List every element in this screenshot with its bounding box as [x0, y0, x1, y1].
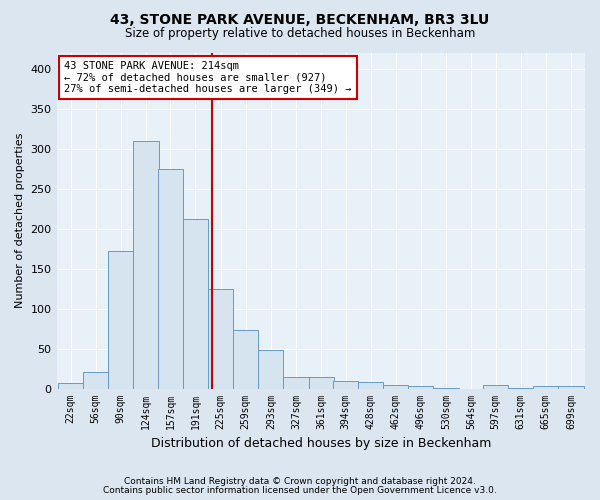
Bar — [283, 376, 308, 388]
Bar — [208, 288, 233, 388]
Bar — [133, 140, 158, 388]
Bar — [533, 386, 559, 388]
Text: 43, STONE PARK AVENUE, BECKENHAM, BR3 3LU: 43, STONE PARK AVENUE, BECKENHAM, BR3 3L… — [110, 12, 490, 26]
Bar — [108, 251, 133, 388]
Text: Size of property relative to detached houses in Beckenham: Size of property relative to detached ho… — [125, 28, 475, 40]
Text: Contains HM Land Registry data © Crown copyright and database right 2024.: Contains HM Land Registry data © Crown c… — [124, 477, 476, 486]
Bar — [158, 168, 183, 388]
Bar — [183, 219, 208, 388]
Bar — [559, 386, 584, 388]
Bar — [383, 386, 409, 388]
Bar — [409, 386, 433, 388]
Bar — [308, 378, 334, 388]
Bar — [259, 350, 283, 389]
Bar — [83, 372, 108, 388]
Bar — [358, 382, 383, 388]
X-axis label: Distribution of detached houses by size in Beckenham: Distribution of detached houses by size … — [151, 437, 491, 450]
Bar — [58, 383, 83, 388]
Bar — [333, 380, 358, 388]
Bar — [233, 330, 259, 388]
Text: 43 STONE PARK AVENUE: 214sqm
← 72% of detached houses are smaller (927)
27% of s: 43 STONE PARK AVENUE: 214sqm ← 72% of de… — [64, 61, 352, 94]
Text: Contains public sector information licensed under the Open Government Licence v3: Contains public sector information licen… — [103, 486, 497, 495]
Y-axis label: Number of detached properties: Number of detached properties — [15, 133, 25, 308]
Bar — [483, 386, 508, 388]
